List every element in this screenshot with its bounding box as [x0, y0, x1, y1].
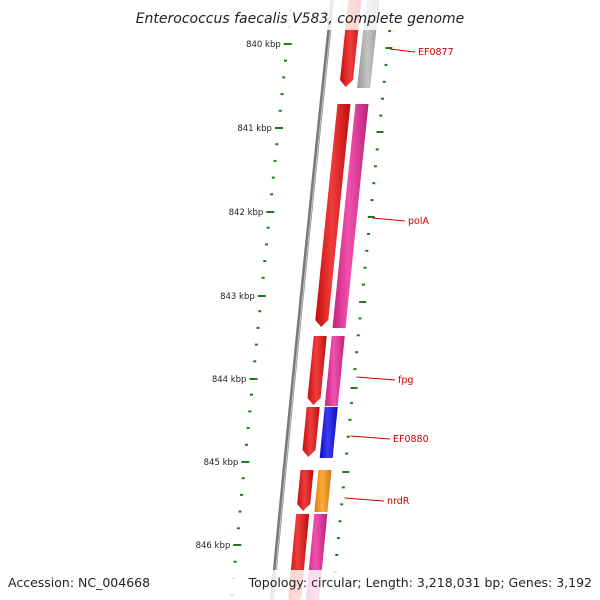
- gene-label: polA: [408, 216, 429, 227]
- gene-label: EF0880: [393, 434, 429, 445]
- backbone-line: [269, 0, 335, 600]
- kbp-tick-label: 844 kbp: [212, 375, 247, 385]
- genome-backbone: [269, 0, 335, 600]
- kbp-tick-label: 840 kbp: [246, 40, 281, 50]
- kbp-tick-label: 843 kbp: [220, 292, 255, 302]
- kbp-tick-label: 845 kbp: [204, 458, 239, 468]
- gene-outer-strand-shading: [302, 407, 320, 457]
- footer-backdrop: [0, 570, 600, 600]
- map-title: Enterococcus faecalis V583, complete gen…: [136, 11, 465, 27]
- title-backdrop: [0, 0, 600, 30]
- gene-outer-strand-shading: [315, 104, 351, 327]
- gene-label: fpg: [398, 375, 413, 386]
- kbp-tick-marks: 840 kbp 841 kbp 842 kbp 843 kbp 844 kbp 845 k…: [196, 9, 393, 597]
- gene-label: EF0877: [418, 47, 454, 58]
- backbone-highlight: [272, 0, 334, 600]
- gene-label-leader: [356, 376, 396, 381]
- gene-outer-strand-shading: [297, 470, 314, 511]
- gene-inner-cds-shading: [319, 407, 338, 458]
- kbp-tick-label: 841 kbp: [237, 124, 272, 134]
- gene-label: nrdR: [387, 496, 410, 507]
- kbp-tick-label: 842 kbp: [229, 208, 264, 218]
- topology-summary-text: Topology: circular; Length: 3,218,031 bp…: [248, 575, 592, 590]
- gene-label-leader: [350, 435, 391, 440]
- gene-label-leader: [344, 497, 385, 502]
- gene-label-leader: [389, 48, 416, 53]
- gene-outer-strand-shading: [307, 336, 327, 405]
- gene-inner-cds-shading: [324, 336, 345, 406]
- kbp-tick-label: 846 kbp: [196, 541, 231, 551]
- accession-text: Accession: NC_004668: [8, 575, 150, 590]
- gene-label-leader: [372, 217, 406, 222]
- gene-inner-cds-shading: [314, 470, 332, 512]
- gene-inner-cds-shading: [332, 104, 369, 328]
- gene-labels: EF0877 polA fpg EF0880 nrdR: [344, 47, 454, 507]
